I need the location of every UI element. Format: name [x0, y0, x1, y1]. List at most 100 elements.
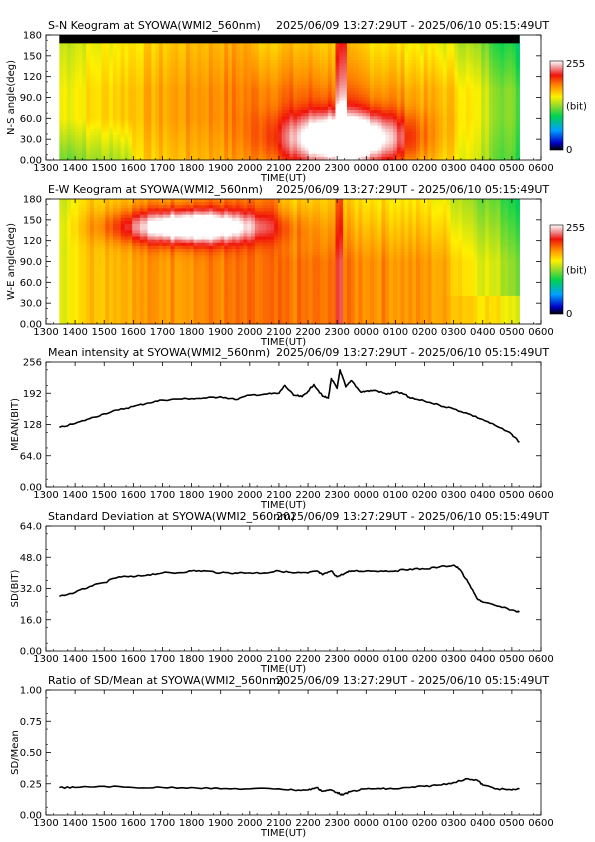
sn-keogram-cell: [381, 116, 386, 120]
sn-keogram-cell: [442, 91, 448, 95]
sn-keogram-cell: [262, 60, 267, 64]
sn-keogram-cell: [174, 94, 179, 98]
sn-keogram-cell: [201, 78, 206, 83]
sn-keogram-cell: [78, 88, 83, 92]
sn-keogram-cell: [423, 147, 428, 152]
sn-keogram-cell: [416, 122, 421, 127]
sn-keogram-cell: [208, 141, 214, 145]
sn-keogram-cell: [369, 94, 375, 98]
sn-keogram-cell: [343, 144, 348, 148]
sn-keogram-cell: [515, 94, 520, 98]
sn-keogram-cell: [247, 100, 252, 105]
sn-keogram-cell: [220, 116, 225, 120]
sn-keogram-cell: [496, 94, 501, 98]
sn-keogram-cell: [304, 60, 310, 64]
sn-keogram-cell: [343, 122, 348, 127]
sn-keogram-cell: [308, 81, 313, 86]
sn-keogram-cell: [70, 150, 76, 155]
sn-keogram-cell: [136, 116, 141, 120]
sn-keogram-cell: [297, 122, 302, 127]
sn-keogram-cell: [247, 53, 252, 58]
sn-keogram-cell: [496, 60, 501, 64]
sn-keogram-cell: [224, 97, 229, 102]
sn-keogram-cell: [469, 122, 474, 127]
sn-keogram-cell: [412, 150, 417, 155]
sn-keogram-cell: [389, 75, 394, 80]
sn-keogram-cell: [485, 147, 490, 152]
sn-keogram-cell: [101, 97, 106, 102]
sn-keogram-cell: [266, 106, 271, 111]
sn-keogram-cell: [423, 50, 428, 55]
sn-keogram-cell: [339, 88, 344, 92]
sn-keogram-cell: [285, 88, 290, 92]
sn-keogram-cell: [86, 60, 91, 64]
sn-keogram-cell: [132, 103, 137, 108]
sn-keogram-cell: [277, 122, 283, 127]
sn-keogram-cell: [412, 88, 417, 92]
sn-keogram-cell: [139, 44, 145, 48]
sn-keogram-cell: [408, 156, 413, 161]
sn-keogram-cell: [488, 153, 494, 158]
sn-keogram-cell: [404, 44, 409, 48]
sn-keogram-cell: [297, 91, 302, 95]
sn-keogram-cell: [243, 103, 248, 108]
sn-keogram-cell: [243, 91, 248, 95]
sn-keogram-cell: [159, 128, 164, 133]
sn-keogram-cell: [162, 63, 168, 67]
sn-keogram-cell: [416, 147, 421, 152]
sn-keogram-cell: [427, 50, 432, 55]
sn-keogram-cell: [193, 66, 198, 70]
sn-keogram-cell: [515, 135, 520, 139]
sn-keogram-cell: [243, 78, 248, 83]
sn-keogram-cell: [201, 131, 206, 136]
sn-keogram-cell: [274, 128, 279, 133]
sn-keogram-cell: [504, 131, 509, 136]
sn-keogram-cell: [511, 135, 517, 139]
sn-keogram-cell: [143, 156, 148, 161]
sn-keogram-cell: [170, 110, 175, 114]
sn-keogram-cell: [339, 91, 344, 95]
sn-keogram-cell: [90, 63, 95, 67]
sn-keogram-cell: [381, 56, 386, 61]
sn-keogram-cell: [155, 53, 160, 58]
sn-keogram-cell: [224, 63, 229, 67]
sn-keogram-cell: [316, 141, 321, 145]
sn-keogram-cell: [504, 156, 509, 161]
sn-keogram-cell: [312, 128, 317, 133]
sn-keogram-cell: [439, 97, 444, 102]
sn-keogram-cell: [316, 85, 321, 89]
sn-keogram-cell: [496, 113, 501, 117]
sn-keogram-cell: [435, 44, 440, 48]
sn-keogram-cell: [312, 72, 317, 77]
sn-keogram-cell: [220, 128, 225, 133]
sn-keogram-cell: [416, 50, 421, 55]
sn-keogram-cell: [90, 153, 95, 158]
sn-keogram-cell: [281, 106, 287, 111]
sn-keogram-cell: [231, 47, 237, 52]
sn-keogram-cell: [136, 72, 141, 77]
sn-keogram-cell: [105, 128, 110, 133]
sn-keogram-cell: [385, 100, 390, 105]
ew-keogram-cell: [59, 270, 64, 275]
sn-keogram-cell: [216, 44, 221, 48]
sn-keogram-cell: [182, 131, 187, 136]
sn-keogram-cell: [67, 147, 72, 152]
sn-keogram-cell: [439, 81, 444, 86]
sn-keogram-cell: [377, 100, 382, 105]
sn-keogram-cell: [59, 66, 64, 70]
sn-keogram-cell: [231, 91, 237, 95]
sn-keogram-cell: [281, 66, 287, 70]
sn-keogram-cell: [465, 141, 471, 145]
sn-keogram-cell: [339, 141, 344, 145]
sn-keogram-cell: [182, 69, 187, 73]
sn-keogram-cell: [277, 147, 283, 152]
sn-keogram-cell: [408, 97, 413, 102]
sn-keogram-cell: [197, 47, 202, 52]
sn-keogram-cell: [304, 150, 310, 155]
sn-keogram-cell: [185, 110, 191, 114]
sn-keogram-cell: [220, 131, 225, 136]
sn-keogram-cell: [243, 141, 248, 145]
sn-keogram-cell: [174, 125, 179, 130]
sn-keogram-cell: [515, 53, 520, 58]
sn-keogram-cell: [454, 81, 459, 86]
